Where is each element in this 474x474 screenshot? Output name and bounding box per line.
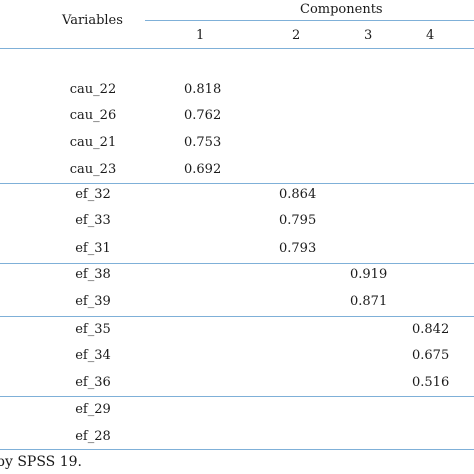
loading-value: 0.516 — [412, 375, 450, 390]
component-4-header: 4 — [426, 28, 435, 43]
loading-value: 0.842 — [412, 322, 450, 337]
group-separator-4 — [0, 396, 474, 397]
loading-value: 0.692 — [184, 162, 222, 177]
group-separator-1 — [0, 183, 474, 184]
variable-name: cau_23 — [69, 162, 117, 177]
variable-name: cau_26 — [69, 108, 117, 123]
variable-name: ef_31 — [75, 241, 111, 256]
components-underline — [145, 20, 474, 21]
component-2-header: 2 — [292, 28, 301, 43]
variable-name: ef_34 — [75, 348, 111, 363]
group-separator-3 — [0, 316, 474, 317]
loading-value: 0.864 — [279, 187, 317, 202]
variable-name: ef_32 — [75, 187, 111, 202]
variable-name: cau_22 — [69, 82, 117, 97]
variable-name: cau_21 — [69, 135, 117, 150]
component-3-header: 3 — [364, 28, 373, 43]
loading-value: 0.675 — [412, 348, 450, 363]
variable-name: ef_35 — [75, 322, 111, 337]
loading-value: 0.762 — [184, 108, 222, 123]
header-bottom-rule — [0, 48, 474, 49]
variable-name: ef_33 — [75, 213, 111, 228]
loading-value: 0.753 — [184, 135, 222, 150]
variable-name: ef_28 — [75, 429, 111, 444]
component-1-header: 1 — [196, 28, 205, 43]
components-header: Components — [300, 2, 383, 17]
table-footnote: by SPSS 19. — [0, 454, 82, 470]
variable-name: ef_36 — [75, 375, 111, 390]
variable-name: ef_39 — [75, 294, 111, 309]
variables-header: Variables — [62, 13, 123, 28]
table-bottom-rule — [0, 449, 474, 450]
loading-value: 0.795 — [279, 213, 317, 228]
loading-value: 0.919 — [350, 267, 388, 282]
loading-value: 0.793 — [279, 241, 317, 256]
variable-name: ef_29 — [75, 402, 111, 417]
loading-value: 0.871 — [350, 294, 388, 309]
group-separator-2 — [0, 263, 474, 264]
loading-value: 0.818 — [184, 82, 222, 97]
variable-name: ef_38 — [75, 267, 111, 282]
